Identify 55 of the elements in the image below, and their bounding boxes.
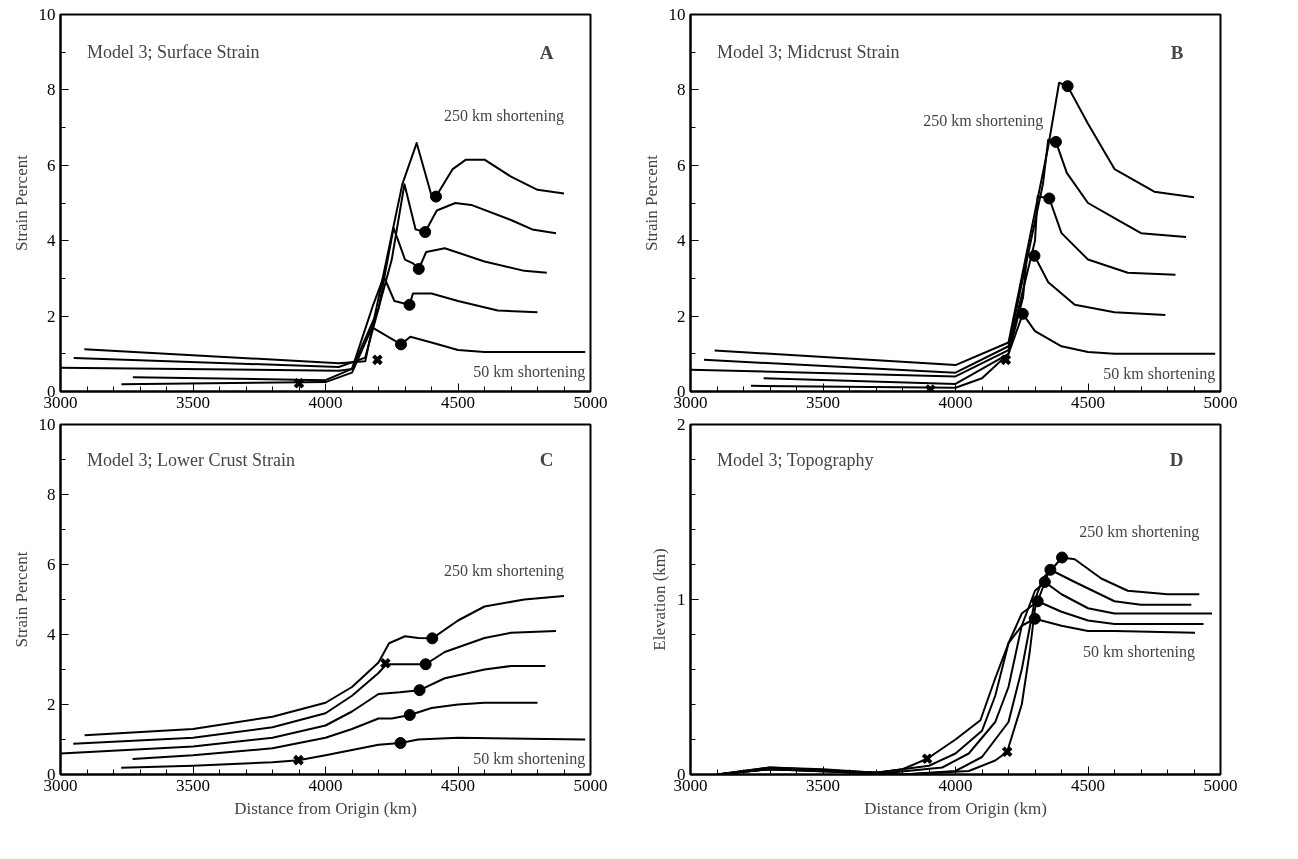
series-label: 250 km shortening <box>1079 523 1200 541</box>
text: Model 3; Midcrust Strain <box>717 42 900 63</box>
y-tick-label: 4 <box>47 231 56 251</box>
y-tick-label: 8 <box>677 80 686 100</box>
series-label: 50 km shortening <box>473 363 586 382</box>
annotation: A <box>539 41 554 63</box>
text: 250 km shortening <box>444 107 565 126</box>
y-tick-label: 10 <box>668 5 686 24</box>
x-tick-label: 4500 <box>441 775 475 795</box>
y-tick-label: 6 <box>47 155 56 175</box>
text: Model 3; Surface Strain <box>87 42 260 63</box>
y-axis-title: Strain Percent <box>641 154 661 251</box>
y-tick-label: 2 <box>47 695 56 714</box>
x-tick-label: 3500 <box>176 392 210 412</box>
x-tick-label: 4500 <box>1071 775 1105 795</box>
y-axis-title: Strain Percent <box>11 154 31 251</box>
text: Model 3; Lower Crust Strain <box>87 449 295 470</box>
x-tick-label: 4500 <box>1071 392 1105 412</box>
annotation: C <box>539 449 554 470</box>
y-tick-label: 4 <box>47 625 56 644</box>
y-tick-label: 8 <box>47 485 56 504</box>
y-axis-title: Strain Percent <box>11 551 31 648</box>
y-tick-label: 2 <box>677 415 686 434</box>
x-tick-label: 4000 <box>308 775 343 795</box>
series-label: 250 km shortening <box>923 111 1044 130</box>
series-label: 250 km shortening <box>444 561 565 580</box>
x-tick-label: 5000 <box>573 392 608 412</box>
y-tick-label: 8 <box>47 80 56 100</box>
x-tick-label: 3500 <box>806 775 840 795</box>
x-tick-label: 4500 <box>441 392 475 412</box>
series-label: 50 km shortening <box>1083 643 1196 662</box>
y-tick-label: 1 <box>677 590 686 609</box>
x-tick-label: 5000 <box>573 775 608 795</box>
y-tick-label: 10 <box>38 415 56 434</box>
x-tick-label: 4000 <box>308 392 343 412</box>
annotation: B <box>1170 41 1184 63</box>
y-tick-label: 2 <box>47 306 56 326</box>
text: Model 3; Topography <box>717 449 874 470</box>
series-label: 50 km shortening <box>1103 365 1216 384</box>
annotation: D <box>1169 449 1184 470</box>
y-tick-label: 4 <box>677 231 686 251</box>
x-tick-label: 3500 <box>176 775 210 795</box>
y-tick-label: 6 <box>677 155 686 175</box>
y-tick-label: 6 <box>47 555 56 574</box>
y-axis-title: Elevation (km) <box>650 548 669 651</box>
y-tick-label: 2 <box>677 306 686 326</box>
x-axis-title: Distance from Origin (km) <box>234 798 417 818</box>
x-tick-label: 5000 <box>1203 392 1238 412</box>
x-axis-title: Distance from Origin (km) <box>864 798 1047 818</box>
series-label: 50 km shortening <box>473 750 586 768</box>
x-tick-label: 4000 <box>938 392 973 412</box>
x-tick-label: 5000 <box>1203 775 1238 795</box>
x-tick-label: 4000 <box>938 775 973 795</box>
x-tick-label: 3500 <box>806 392 840 412</box>
y-tick-label: 10 <box>38 5 56 24</box>
